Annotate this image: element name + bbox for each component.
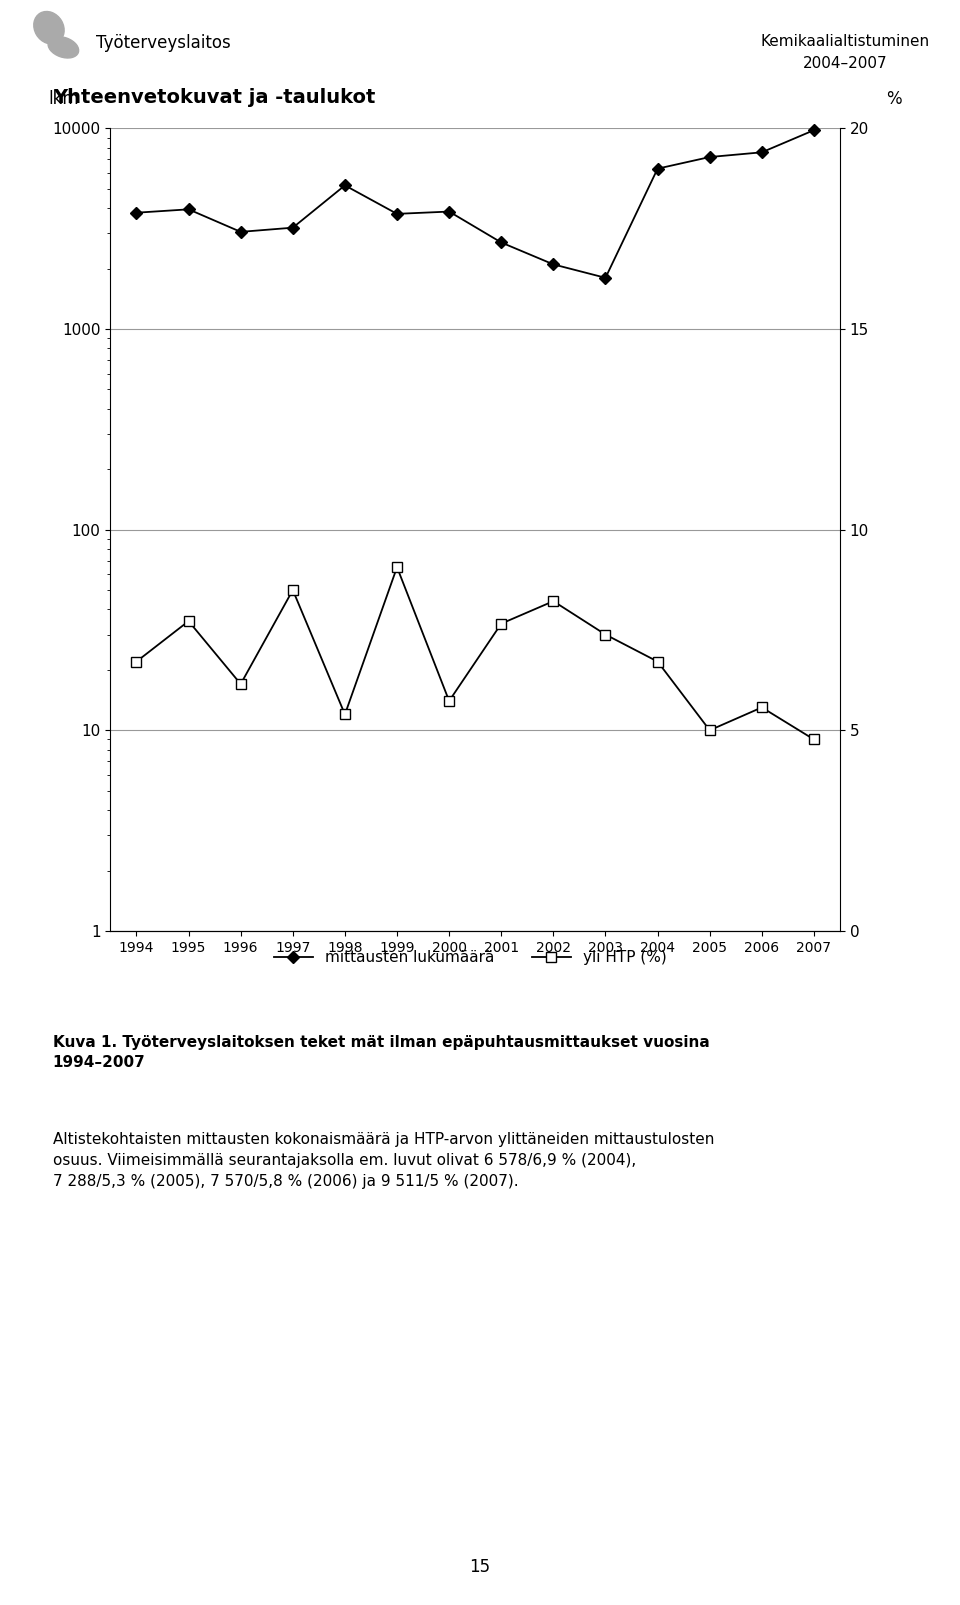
Text: Yhteenvetokuvat ja -taulukot: Yhteenvetokuvat ja -taulukot xyxy=(53,88,375,108)
Text: Työterveyslaitos: Työterveyslaitos xyxy=(96,34,230,51)
Ellipse shape xyxy=(34,11,64,43)
Text: Altistekohtaisten mittausten kokonaismäärä ja HTP-arvon ylittäneiden mittaustulo: Altistekohtaisten mittausten kokonaismää… xyxy=(53,1132,714,1189)
Text: %: % xyxy=(886,90,902,109)
Text: Kuva 1. Työterveyslaitoksen teket mät ilman epäpuhtausmittaukset vuosina
1994–20: Kuva 1. Työterveyslaitoksen teket mät il… xyxy=(53,1035,709,1071)
Legend: mittausten lukumäärä, yli HTP (%): mittausten lukumäärä, yli HTP (%) xyxy=(268,944,673,971)
Text: 2004–2007: 2004–2007 xyxy=(803,56,887,71)
Ellipse shape xyxy=(48,37,79,58)
Text: 15: 15 xyxy=(469,1558,491,1576)
Text: Kemikaalialtistuminen: Kemikaalialtistuminen xyxy=(760,34,929,48)
Text: lkm: lkm xyxy=(48,90,79,109)
